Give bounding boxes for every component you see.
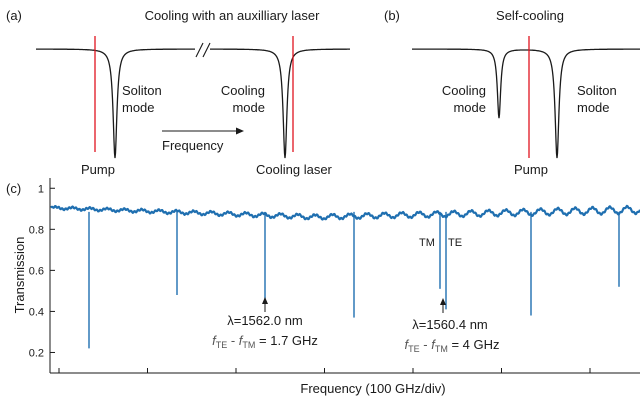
annotation-1562-arrowhead — [262, 297, 268, 304]
annotation-1562-splitting: fTE - fTM = 1.7 GHz — [212, 333, 318, 350]
panel-a: (a) Cooling with an auxilliary laser Sol… — [6, 8, 350, 177]
panel-b-resonance-curve — [412, 48, 640, 159]
annotation-1562-lambda: λ=1562.0 nm — [227, 313, 303, 328]
tm-mode-label: TM — [419, 237, 435, 249]
panel-c-tag: (c) — [6, 181, 21, 196]
panel-b: (b) Self-cooling Cooling mode Soliton mo… — [384, 8, 640, 177]
annotation-1562: λ=1562.0 nm fTE - fTM = 1.7 GHz — [212, 297, 318, 350]
x-ticks — [58, 368, 591, 373]
panel-a-tag: (a) — [6, 8, 22, 23]
annotation-1560-arrowhead — [440, 298, 446, 305]
annotation-1562-minus: - — [227, 333, 239, 348]
y-tick-label: 0.4 — [29, 306, 44, 318]
panel-b-title: Self-cooling — [496, 8, 564, 23]
annotation-1560-splitting: fTE - fTM = 4 GHz — [405, 337, 500, 354]
panel-a-frequency-label: Frequency — [162, 138, 224, 153]
annotation-1560: λ=1560.4 nm fTE - fTM = 4 GHz — [405, 298, 500, 354]
annotation-1560-f-tm: f — [431, 337, 436, 352]
annotation-1562-f-tm: f — [239, 333, 244, 348]
annotation-1562-tm-sub: TM — [242, 340, 255, 350]
panel-a-pump-label: Pump — [81, 162, 115, 177]
panel-a-axis-break-left — [195, 42, 204, 58]
panel-a-axis-break-right — [202, 42, 211, 58]
panel-a-resonance-curve — [36, 48, 350, 159]
annotation-1560-te-sub: TE — [408, 344, 420, 354]
resonance-dips — [88, 211, 620, 349]
annotation-1562-f-te: f — [212, 333, 217, 348]
annotation-1560-value: = 4 GHz — [448, 337, 500, 352]
panel-a-frequency-arrowhead — [236, 127, 244, 135]
annotation-1562-te-sub: TE — [216, 340, 228, 350]
annotation-1560-tm-sub: TM — [435, 344, 448, 354]
panel-a-title: Cooling with an auxilliary laser — [145, 8, 321, 23]
y-tick-label: 0.6 — [29, 265, 44, 277]
y-axis-label: Transmission — [12, 237, 27, 314]
te-mode-label: TE — [448, 237, 462, 249]
panel-b-tag: (b) — [384, 8, 400, 23]
panel-b-cooling-label-line1: Cooling — [442, 83, 486, 98]
transmission-trace — [50, 204, 640, 221]
panel-b-cooling-label-line2: mode — [453, 100, 486, 115]
y-ticks: 0.2 0.4 0.6 0.8 1 — [29, 183, 55, 359]
y-tick-label: 0.8 — [29, 224, 44, 236]
panel-b-soliton-label-line1: Soliton — [577, 83, 617, 98]
annotation-1562-value: = 1.7 GHz — [255, 333, 318, 348]
panel-b-pump-label: Pump — [514, 162, 548, 177]
panel-a-cooling-laser-label: Cooling laser — [256, 162, 333, 177]
panel-a-cooling-label-line1: Cooling — [221, 83, 265, 98]
panel-c: (c) 0.2 0.4 0.6 0.8 1 Transmission Frequency… — [6, 178, 640, 396]
annotation-1560-minus: - — [420, 337, 432, 352]
y-tick-label: 1 — [38, 183, 44, 195]
panel-b-soliton-label-line2: mode — [577, 100, 610, 115]
y-tick-label: 0.2 — [29, 347, 44, 359]
panel-a-cooling-label-line2: mode — [232, 100, 265, 115]
annotation-1560-f-te: f — [405, 337, 410, 352]
panel-a-soliton-label-line2: mode — [122, 100, 155, 115]
panel-a-soliton-label-line1: Soliton — [122, 83, 162, 98]
annotation-1560-lambda: λ=1560.4 nm — [412, 317, 488, 332]
x-axis-label: Frequency (100 GHz/div) — [300, 381, 445, 396]
